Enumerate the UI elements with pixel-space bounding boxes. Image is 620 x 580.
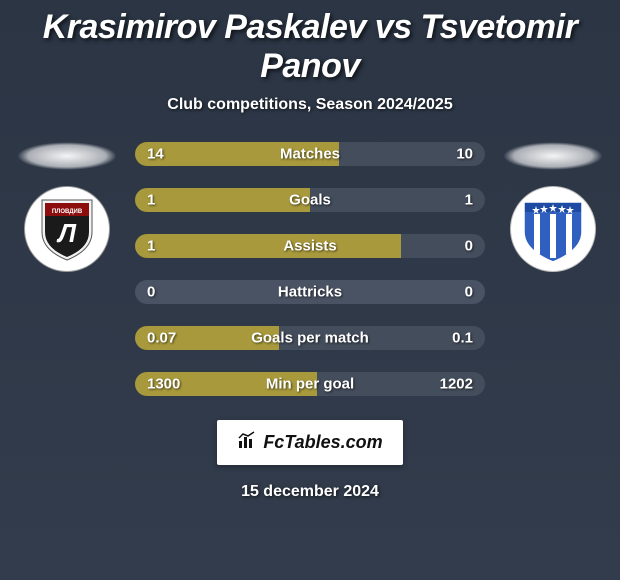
stat-bar: 1 0 Assists xyxy=(135,234,485,258)
stat-value-left: 1 xyxy=(147,238,155,255)
brand-pill[interactable]: FcTables.com xyxy=(217,420,402,465)
stat-bars: 1410Matches11Goals10Assists00Hattricks0.… xyxy=(135,142,485,396)
club-badge-right xyxy=(510,186,596,272)
stat-label: Min per goal xyxy=(266,376,354,393)
stat-bar: 0 0 Hattricks xyxy=(135,280,485,304)
stat-label: Goals xyxy=(289,192,331,209)
comparison-card: Krasimirov Paskalev vs Tsvetomir Panov C… xyxy=(0,0,620,580)
bar-segment-left xyxy=(135,188,310,212)
shield-icon xyxy=(516,192,590,266)
left-player-col: ПЛОВДИВ Л xyxy=(17,142,117,272)
stats-area: ПЛОВДИВ Л 1410Matches11Goals10Assists00H… xyxy=(0,142,620,396)
svg-text:Л: Л xyxy=(56,218,77,248)
club-badge-left: ПЛОВДИВ Л xyxy=(24,186,110,272)
date: 15 december 2024 xyxy=(241,483,379,501)
stat-label: Matches xyxy=(280,146,340,163)
stat-bar: 14 10 Matches xyxy=(135,142,485,166)
stat-value-right: 1 xyxy=(465,192,473,209)
stat-label: Assists xyxy=(283,238,336,255)
stat-bar: 0.07 0.1 Goals per match xyxy=(135,326,485,350)
halo-right xyxy=(503,142,603,170)
stat-value-left: 0.07 xyxy=(147,330,176,347)
svg-text:ПЛОВДИВ: ПЛОВДИВ xyxy=(52,209,83,215)
stat-value-right: 1202 xyxy=(440,376,473,393)
stat-value-left: 14 xyxy=(147,146,164,163)
stat-value-left: 1 xyxy=(147,192,155,209)
stat-label: Goals per match xyxy=(251,330,369,347)
stat-value-right: 10 xyxy=(456,146,473,163)
stat-value-left: 1300 xyxy=(147,376,180,393)
stat-label: Hattricks xyxy=(278,284,342,301)
stat-bar: 1300 1202 Min per goal xyxy=(135,372,485,396)
stat-value-right: 0 xyxy=(465,284,473,301)
stat-value-left: 0 xyxy=(147,284,155,301)
bar-segment-left xyxy=(135,234,401,258)
page-title: Krasimirov Paskalev vs Tsvetomir Panov xyxy=(0,8,620,86)
chart-icon xyxy=(237,430,257,455)
halo-left xyxy=(17,142,117,170)
stat-value-right: 0.1 xyxy=(452,330,473,347)
stat-bar: 1 1 Goals xyxy=(135,188,485,212)
stat-value-right: 0 xyxy=(465,238,473,255)
brand-text: FcTables.com xyxy=(263,432,382,453)
bar-segment-right xyxy=(310,188,485,212)
shield-icon: ПЛОВДИВ Л xyxy=(38,196,96,262)
subtitle: Club competitions, Season 2024/2025 xyxy=(167,96,452,114)
right-player-col xyxy=(503,142,603,272)
